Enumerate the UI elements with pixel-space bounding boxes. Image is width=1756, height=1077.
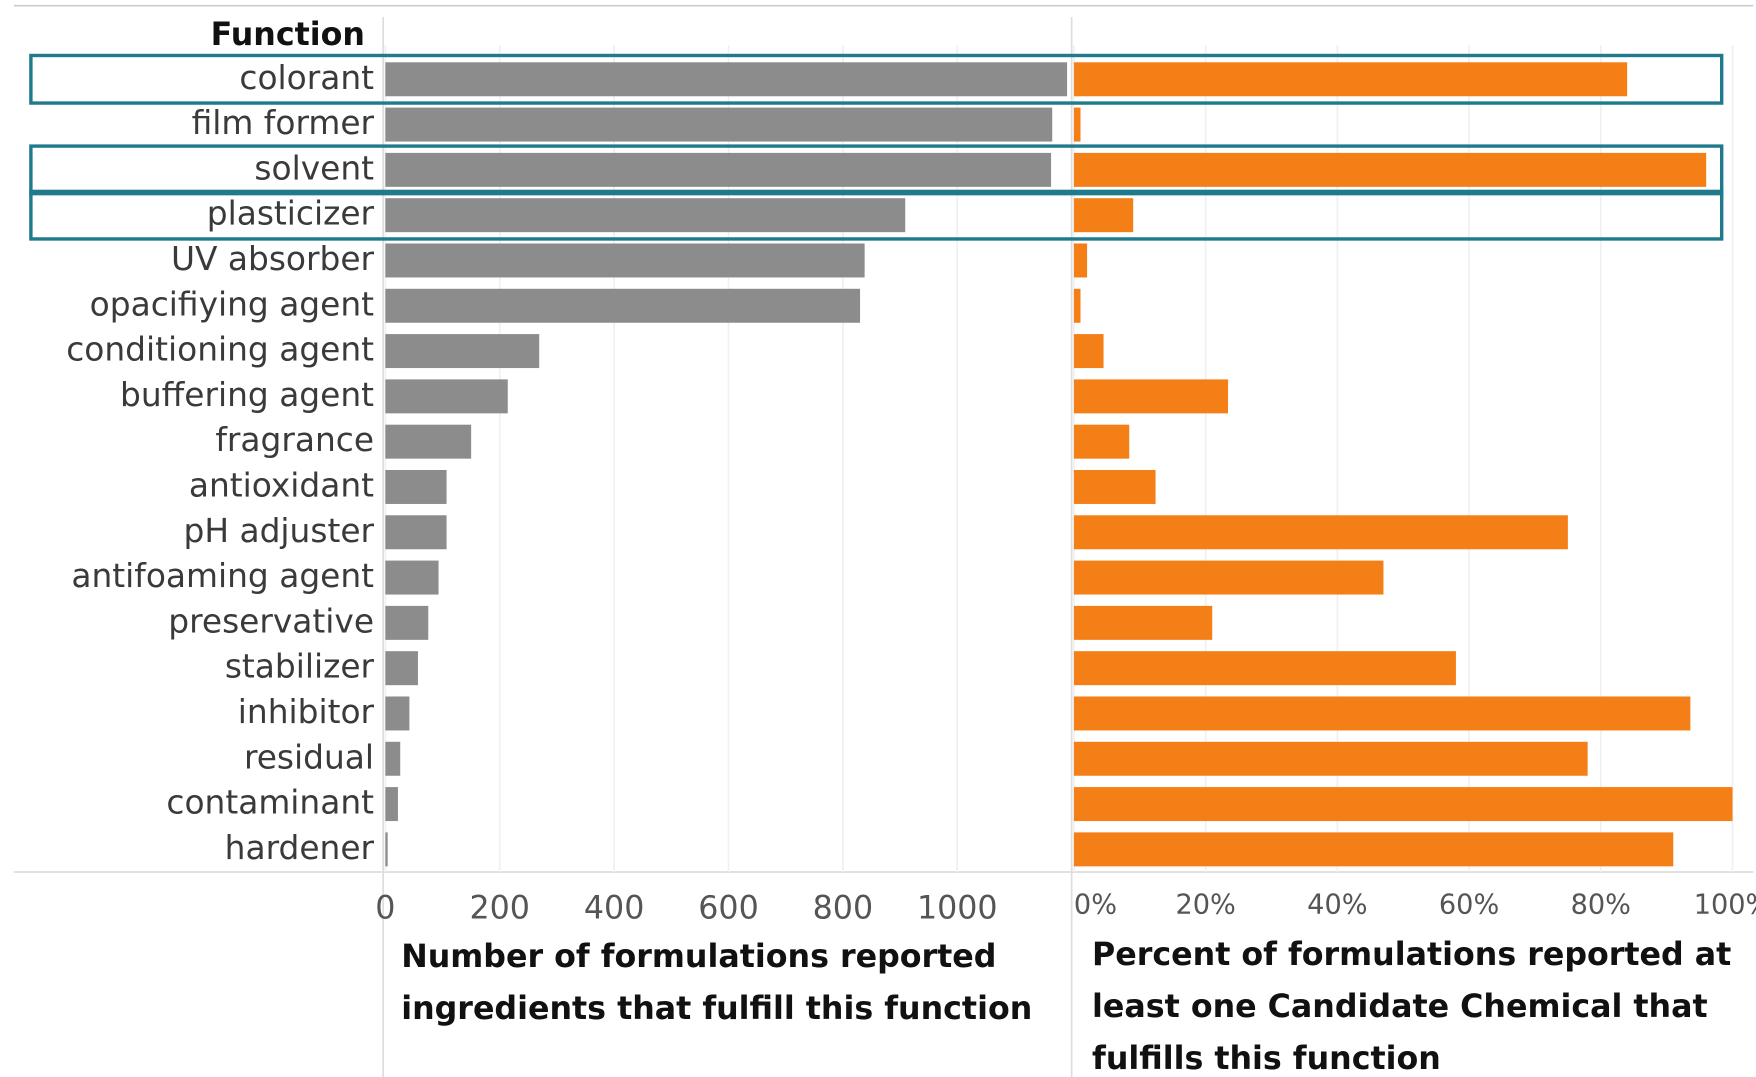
x-tick-label: 0% (1074, 889, 1117, 920)
axis-title: ingredients that fulfill this function (401, 991, 1032, 1027)
bar (1073, 243, 1088, 278)
category-label: solvent (254, 149, 374, 187)
x-tick-label: 80% (1571, 889, 1631, 920)
category-label: buffering agent (120, 376, 374, 414)
category-label: opacifiying agent (90, 285, 374, 323)
bar (385, 560, 439, 595)
bar (1073, 152, 1707, 187)
category-label: hardener (225, 829, 375, 867)
bar (1073, 832, 1674, 867)
bar (385, 651, 418, 686)
bar (385, 469, 447, 504)
category-label: pH adjuster (184, 512, 375, 550)
bar (1073, 787, 1733, 822)
axis-title: fulfills this function (1092, 1041, 1441, 1077)
bar (385, 62, 1068, 97)
category-label: antifoaming agent (71, 557, 374, 595)
highlight-box (29, 189, 1724, 241)
bar (385, 288, 861, 323)
bar (385, 832, 388, 867)
category-label: UV absorber (171, 240, 375, 278)
x-tick-label: 800 (813, 890, 873, 926)
x-tick-label: 1000 (917, 890, 998, 926)
bar (385, 334, 540, 369)
highlight-box (29, 53, 1724, 105)
bar (1073, 605, 1213, 640)
axis-title: Percent of formulations reported at (1092, 937, 1731, 973)
bar (1073, 62, 1628, 97)
bar (1073, 651, 1456, 686)
category-label: contaminant (166, 784, 374, 822)
bar (1073, 560, 1384, 595)
bar (385, 243, 865, 278)
category-label: stabilizer (225, 648, 375, 686)
axis-title: Number of formulations reported (401, 939, 996, 975)
x-tick-label: 400 (584, 890, 644, 926)
x-tick-label: 200 (470, 890, 530, 926)
category-label: conditioning agent (66, 331, 374, 369)
category-label: plasticizer (207, 195, 375, 233)
category-header: Function (211, 17, 365, 53)
x-tick-label: 60% (1439, 889, 1499, 920)
category-label: residual (244, 738, 374, 776)
bar (1073, 741, 1588, 776)
category-label: antioxidant (189, 466, 374, 504)
bar (385, 379, 508, 414)
bar (1073, 198, 1134, 233)
x-tick-label: 0 (375, 890, 395, 926)
category-label: inhibitor (238, 693, 375, 731)
bar (385, 605, 429, 640)
bar (1073, 469, 1156, 504)
bar (385, 515, 447, 550)
bar (1073, 288, 1081, 323)
bar (1073, 515, 1568, 550)
category-label: preservative (168, 602, 374, 640)
x-tick-label: 20% (1175, 889, 1235, 920)
bar (385, 696, 410, 731)
bar (1073, 696, 1691, 731)
category-label: fragrance (215, 421, 374, 459)
bar (1073, 334, 1104, 369)
bar (1073, 379, 1229, 414)
bar (385, 424, 472, 459)
bar (385, 787, 398, 822)
x-tick-label: 600 (698, 890, 758, 926)
axis-title: least one Candidate Chemical that (1092, 989, 1708, 1025)
x-tick-label: 100% (1694, 889, 1756, 920)
highlight-box (29, 144, 1724, 196)
bar (1073, 424, 1130, 459)
bar (385, 107, 1053, 142)
x-tick-label: 40% (1307, 889, 1367, 920)
bar (385, 741, 401, 776)
category-label: film former (192, 104, 375, 142)
bar (385, 198, 906, 233)
bar (1073, 107, 1081, 142)
category-label: colorant (239, 59, 374, 97)
bar (385, 152, 1052, 187)
